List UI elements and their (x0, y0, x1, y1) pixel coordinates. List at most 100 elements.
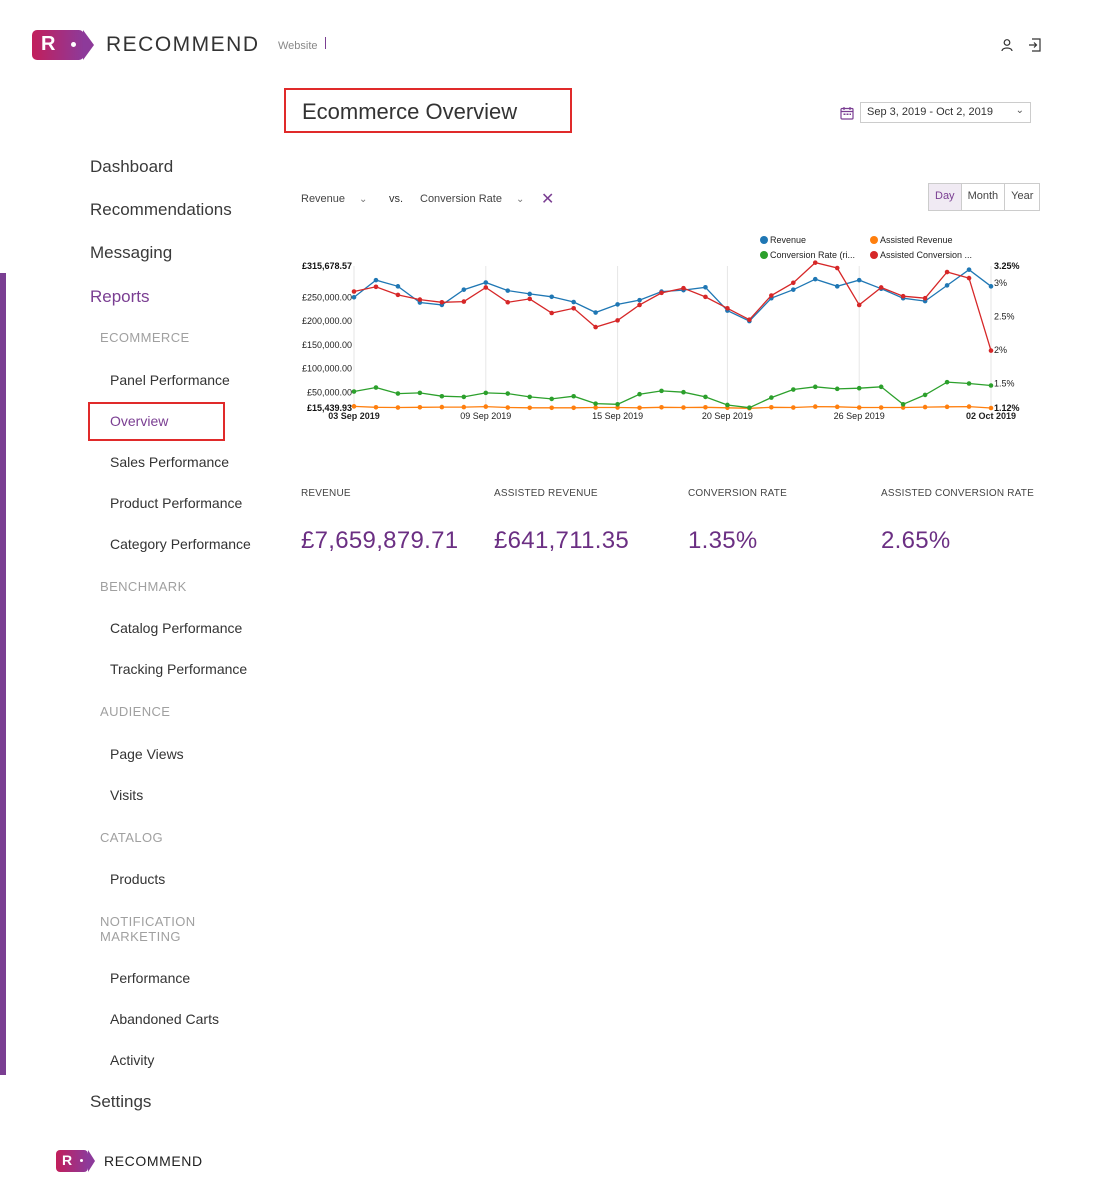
date-range-field[interactable]: Sep 3, 2019 - Oct 2, 2019 ⌄ (860, 102, 1031, 123)
data-point (878, 384, 884, 390)
sidebar-item-activity[interactable]: Activity (110, 1052, 155, 1068)
y2-axis-max-label: 3.25% (994, 261, 1020, 271)
sidebar-item-reports[interactable]: Reports (90, 287, 150, 306)
data-point (966, 275, 972, 281)
logo-text: RECOMMEND (106, 33, 260, 56)
period-day-button[interactable]: Day (929, 184, 961, 210)
data-point (461, 299, 467, 304)
secondary-metric-value: Conversion Rate (420, 193, 502, 205)
x-axis-tick-label: 20 Sep 2019 (702, 411, 753, 421)
sidebar-section-notification-marketing: NOTIFICATION MARKETING (100, 914, 196, 944)
chevron-down-icon[interactable]: ⌄ (1015, 105, 1024, 116)
legend-label: Assisted Revenue (880, 235, 953, 245)
legend-marker (760, 236, 768, 244)
data-point (856, 302, 862, 308)
data-point (944, 379, 950, 385)
data-point (988, 348, 994, 353)
period-year-button[interactable]: Year (1004, 184, 1039, 210)
sidebar-item-product-performance[interactable]: Product Performance (110, 495, 243, 511)
logo-text: RECOMMEND (104, 1153, 203, 1169)
sidebar-item-catalog-performance[interactable]: Catalog Performance (110, 620, 243, 636)
logo-letter: R (41, 33, 56, 55)
sidebar-item-dashboard[interactable]: Dashboard (90, 157, 174, 176)
data-point (769, 405, 774, 410)
data-point (505, 405, 511, 410)
sidebar-item-panel-performance[interactable]: Panel Performance (110, 372, 230, 388)
data-point (944, 404, 950, 410)
data-point (681, 389, 686, 395)
close-icon[interactable]: ✕ (541, 191, 555, 208)
data-point (659, 388, 664, 394)
data-point (900, 402, 906, 407)
logo-letter: R (62, 1152, 73, 1168)
data-point (373, 385, 379, 390)
data-point (769, 293, 774, 298)
kpi-label: CONVERSION RATE (688, 488, 787, 499)
sidebar-item-performance[interactable]: Performance (110, 970, 191, 986)
x-axis-tick-label: 02 Oct 2019 (966, 411, 1016, 421)
user-icon[interactable] (1000, 38, 1014, 52)
sidebar-item-recommendations[interactable]: Recommendations (90, 200, 232, 219)
series-line (353, 381, 992, 409)
sidebar-item-settings[interactable]: Settings (90, 1092, 152, 1111)
sidebar-item-abandoned-carts[interactable]: Abandoned Carts (110, 1011, 219, 1027)
kpi-assisted-conversion-rate: ASSISTED CONVERSION RATE 2.65% (881, 488, 1034, 555)
data-point (439, 393, 445, 399)
data-point (505, 299, 511, 305)
calendar-icon[interactable] (840, 106, 854, 120)
section-label-line1: NOTIFICATION (100, 914, 196, 929)
date-range-picker[interactable]: Sep 3, 2019 - Oct 2, 2019 ⌄ (840, 102, 1031, 123)
website-selector[interactable]: Website (278, 37, 326, 52)
sidebar-item-category-performance[interactable]: Category Performance (110, 536, 251, 552)
data-point (395, 284, 401, 289)
app-logo[interactable]: R RECOMMEND (32, 30, 260, 60)
sidebar-item-page-views[interactable]: Page Views (110, 746, 184, 762)
sidebar-item-products[interactable]: Products (110, 871, 166, 887)
data-point (988, 405, 994, 411)
y-axis-tick-label: £100,000.00 (302, 364, 352, 374)
data-point (747, 405, 752, 410)
data-point (417, 390, 423, 396)
secondary-metric-select[interactable]: Conversion Rate ⌄ (420, 193, 524, 205)
logout-icon[interactable] (1028, 38, 1042, 52)
data-point (944, 283, 950, 288)
data-point (373, 284, 379, 290)
sidebar-item-tracking-performance[interactable]: Tracking Performance (110, 661, 248, 677)
header-icons (1000, 38, 1042, 52)
sidebar-item-sales-performance[interactable]: Sales Performance (110, 454, 230, 470)
data-point (593, 310, 598, 315)
data-point (417, 297, 423, 302)
data-point (505, 391, 511, 396)
sidebar-item-overview[interactable]: Overview (110, 413, 169, 429)
data-point (966, 404, 972, 409)
data-point (417, 405, 423, 410)
data-point (703, 405, 708, 410)
data-point (922, 404, 928, 410)
data-point (856, 385, 862, 391)
series-line (353, 268, 992, 322)
y2-axis-tick-label: 3% (994, 278, 1007, 288)
data-point (812, 404, 818, 409)
period-month-button[interactable]: Month (960, 184, 1005, 210)
data-point (812, 260, 818, 265)
data-point (725, 402, 730, 408)
data-point (483, 404, 489, 409)
sidebar-section-catalog: CATALOG (100, 830, 163, 845)
data-point (351, 389, 357, 394)
kpi-value: 1.35% (688, 527, 758, 554)
chevron-down-icon: ⌄ (515, 194, 525, 205)
sidebar-item-messaging[interactable]: Messaging (90, 243, 173, 262)
data-point (351, 289, 357, 294)
data-point (856, 277, 862, 283)
data-point (703, 294, 708, 300)
data-point (615, 318, 620, 323)
data-point (571, 393, 576, 399)
date-range-value: Sep 3, 2019 - Oct 2, 2019 (867, 106, 993, 118)
legend-label: Assisted Conversion ... (880, 250, 972, 260)
vs-label: vs. (389, 193, 404, 205)
primary-metric-select[interactable]: Revenue ⌄ (301, 193, 367, 205)
data-point (395, 391, 401, 396)
data-point (922, 295, 928, 301)
data-point (725, 305, 730, 311)
sidebar-item-visits[interactable]: Visits (110, 787, 144, 803)
